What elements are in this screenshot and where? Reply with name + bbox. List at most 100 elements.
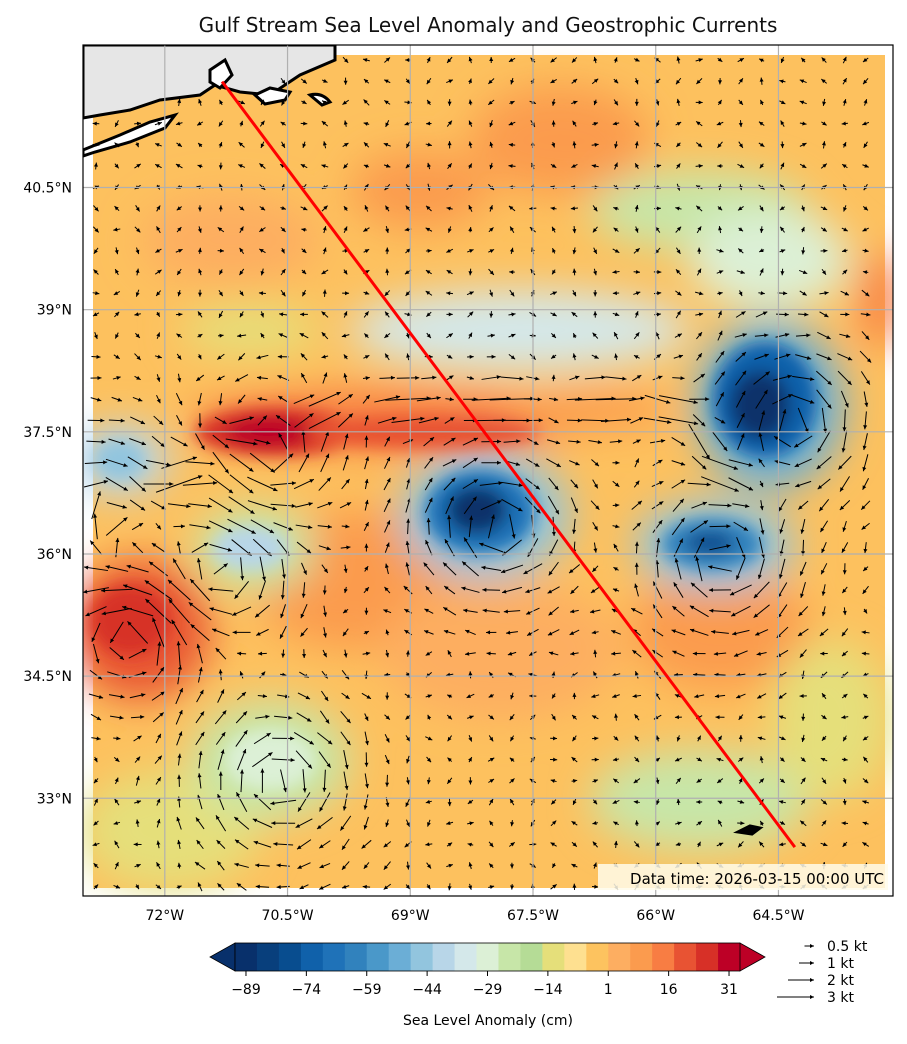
current-arrow bbox=[738, 99, 744, 106]
colorbar-segment bbox=[520, 943, 543, 971]
current-arrow bbox=[363, 311, 370, 318]
current-arrow bbox=[426, 518, 431, 535]
colorbar-tick-label: −74 bbox=[292, 982, 322, 998]
current-arrow bbox=[175, 121, 183, 126]
current-arrow bbox=[634, 820, 639, 827]
current-arrow bbox=[467, 354, 474, 359]
current-arrow bbox=[799, 100, 807, 105]
current-arrow bbox=[132, 396, 143, 402]
current-arrow bbox=[425, 539, 433, 556]
current-arrow bbox=[219, 99, 224, 106]
current-arrow bbox=[800, 226, 805, 233]
current-arrow bbox=[488, 885, 495, 889]
current-arrow bbox=[551, 98, 556, 106]
current-arrow bbox=[591, 164, 599, 169]
lat-tick-label: 34.5°N bbox=[23, 669, 72, 685]
current-arrow bbox=[489, 119, 494, 128]
current-arrow bbox=[443, 477, 456, 491]
current-arrow bbox=[753, 604, 770, 618]
current-arrow bbox=[862, 57, 869, 63]
current-arrow bbox=[550, 736, 558, 741]
colorbar-segment bbox=[432, 943, 456, 971]
current-arrow bbox=[690, 520, 709, 533]
current-arrow bbox=[109, 647, 125, 661]
current-arrow bbox=[405, 819, 411, 827]
current-arrow bbox=[632, 439, 641, 444]
current-arrow bbox=[273, 842, 294, 847]
current-arrow bbox=[156, 840, 161, 849]
current-arrow bbox=[425, 694, 433, 699]
current-arrow bbox=[592, 799, 598, 805]
current-arrow bbox=[299, 332, 309, 339]
current-arrow bbox=[728, 459, 753, 467]
current-arrow bbox=[779, 757, 785, 762]
current-arrow bbox=[695, 120, 703, 127]
current-arrow bbox=[385, 819, 390, 828]
current-arrow bbox=[593, 311, 598, 318]
current-arrow bbox=[270, 481, 297, 486]
current-arrow bbox=[134, 312, 141, 317]
current-arrow bbox=[106, 502, 127, 509]
current-arrow bbox=[509, 713, 515, 721]
current-arrow bbox=[614, 141, 619, 149]
current-arrow bbox=[216, 375, 225, 381]
lat-tick-label: 40.5°N bbox=[23, 181, 72, 197]
colorbar: −89 −74 −59 −44 −29 −14 1 16 31 bbox=[209, 942, 766, 998]
current-arrow bbox=[837, 455, 852, 470]
current-arrow bbox=[696, 841, 701, 848]
current-arrow bbox=[156, 641, 162, 666]
current-arrow bbox=[716, 778, 724, 784]
colorbar-segment bbox=[235, 943, 258, 971]
current-arrow bbox=[468, 883, 473, 890]
current-arrow bbox=[343, 586, 348, 594]
current-arrow bbox=[633, 778, 641, 784]
current-arrow bbox=[550, 163, 557, 169]
current-arrow bbox=[841, 821, 849, 826]
current-arrow bbox=[156, 332, 161, 339]
current-arrow bbox=[795, 354, 812, 360]
current-arrow bbox=[694, 291, 704, 296]
current-arrow bbox=[114, 840, 120, 849]
current-arrow bbox=[613, 78, 619, 84]
current-arrow bbox=[362, 376, 370, 381]
current-arrow bbox=[815, 370, 833, 386]
current-arrow bbox=[821, 78, 827, 84]
current-arrow bbox=[445, 496, 454, 515]
current-arrow bbox=[257, 651, 267, 656]
current-arrow bbox=[427, 819, 431, 827]
current-arrow bbox=[605, 376, 627, 381]
current-arrow bbox=[177, 862, 182, 869]
current-arrow bbox=[93, 247, 99, 254]
current-arrow bbox=[634, 756, 640, 763]
current-arrow bbox=[612, 588, 620, 593]
current-arrow bbox=[176, 816, 182, 830]
current-arrow bbox=[840, 290, 850, 296]
current-arrow bbox=[779, 820, 786, 825]
current-arrow bbox=[468, 99, 473, 106]
current-arrow bbox=[405, 205, 411, 212]
current-arrow bbox=[247, 500, 278, 511]
current-arrow bbox=[860, 312, 871, 317]
current-arrow bbox=[385, 629, 390, 636]
current-arrow bbox=[364, 415, 369, 426]
current-arrow bbox=[842, 520, 847, 532]
current-arrow bbox=[690, 582, 708, 598]
current-arrow bbox=[127, 456, 148, 470]
current-arrow bbox=[385, 774, 390, 787]
current-arrow bbox=[87, 418, 105, 423]
current-arrow bbox=[799, 820, 807, 827]
current-arrow bbox=[302, 769, 307, 793]
current-arrow bbox=[259, 206, 266, 211]
current-arrow bbox=[405, 290, 411, 297]
current-arrow bbox=[509, 778, 515, 784]
current-arrow bbox=[612, 121, 620, 126]
current-arrow bbox=[571, 100, 578, 105]
current-arrow bbox=[177, 289, 182, 297]
current-arrow bbox=[239, 290, 244, 297]
current-arrow bbox=[384, 586, 391, 594]
current-arrow bbox=[383, 79, 391, 84]
current-arrow bbox=[342, 99, 350, 105]
current-arrow bbox=[293, 731, 315, 745]
current-arrow bbox=[820, 248, 828, 253]
current-arrow bbox=[253, 840, 272, 848]
